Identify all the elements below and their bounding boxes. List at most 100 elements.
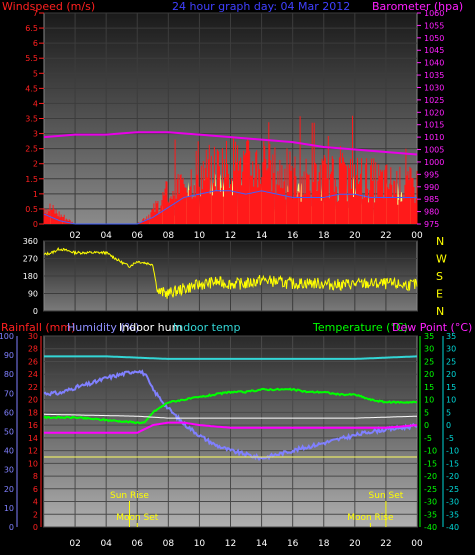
temperature-tick-label: -30 xyxy=(424,498,437,507)
wind-series xyxy=(43,115,418,225)
temperature-axes: 0102030405060708090100024681012141618202… xyxy=(0,332,459,532)
dewpoint-axis-title: Dew Point (°C) xyxy=(392,321,472,334)
direction-letter: N xyxy=(436,235,444,248)
wind-x-tick-label: 18 xyxy=(318,231,330,241)
barometer-tick-label: 1050 xyxy=(424,34,444,43)
dewpoint-tick-label: -20 xyxy=(446,472,459,481)
rainfall-tick-label: 26 xyxy=(28,357,38,366)
temperature-tick-label: 10 xyxy=(424,396,434,405)
direction-letter: W xyxy=(436,253,447,266)
chart-title: 24 hour graph day: 04 Mar 2012 xyxy=(172,0,350,13)
wind-average-series xyxy=(43,190,417,225)
barometer-tick-label: 1010 xyxy=(424,133,444,142)
windspeed-tick-label: 4 xyxy=(33,99,38,108)
dewpoint-tick-label: 30 xyxy=(446,345,456,354)
barometer-tick-label: 1060 xyxy=(424,9,444,18)
windspeed-tick-label: 0.5 xyxy=(25,205,38,214)
humidity-tick-label: 70 xyxy=(4,389,14,398)
temperature-x-tick-label: 00 xyxy=(411,539,423,549)
sun-set-label: Sun Set xyxy=(369,491,404,501)
rainfall-axis-title: Rainfall (mm) xyxy=(1,321,75,334)
windspeed-tick-label: 5 xyxy=(33,69,38,78)
direction-tick-label: 180 xyxy=(23,272,38,281)
rainfall-tick-label: 18 xyxy=(28,408,38,417)
barometer-tick-label: 1055 xyxy=(424,21,444,30)
rainfall-tick-label: 28 xyxy=(28,345,38,354)
wind-x-tick-label: 16 xyxy=(287,231,299,241)
dewpoint-tick-label: -5 xyxy=(446,434,454,443)
windspeed-tick-label: 2.5 xyxy=(25,145,38,154)
temperature-tick-label: -40 xyxy=(424,523,437,532)
direction-tick-label: 90 xyxy=(28,290,38,299)
humidity-tick-label: 90 xyxy=(4,351,14,360)
indoor-humidity-title: Indoor hum xyxy=(119,321,182,334)
barometer-series xyxy=(43,131,418,156)
wind-x-tick-label: 20 xyxy=(349,231,361,241)
barometer-axis-title: Barometer (hpa) xyxy=(372,0,463,13)
barometer-tick-label: 980 xyxy=(424,208,439,217)
barometer-tick-label: 975 xyxy=(424,220,439,229)
series-dew-point xyxy=(44,421,418,434)
rainfall-tick-label: 6 xyxy=(33,485,38,494)
direction-tick-label: 270 xyxy=(23,255,38,264)
barometer-tick-label: 1020 xyxy=(424,108,444,117)
barometer-tick-label: 1005 xyxy=(424,146,444,155)
rainfall-tick-label: 24 xyxy=(28,370,38,379)
temperature-tick-label: -25 xyxy=(424,485,437,494)
series-humidity xyxy=(43,369,418,462)
windspeed-tick-label: 3.5 xyxy=(25,115,38,124)
windspeed-tick-label: 3 xyxy=(33,130,38,139)
astro-annotations: Sun Rise Moon Set Moon Rise Sun Set xyxy=(110,491,404,527)
temperature-tick-label: -15 xyxy=(424,459,437,468)
moon-rise-label: Moon Rise xyxy=(347,513,394,523)
dewpoint-tick-label: -25 xyxy=(446,485,459,494)
wind-direction-series xyxy=(43,247,418,299)
humidity-tick-label: 80 xyxy=(4,370,14,379)
humidity-tick-label: 50 xyxy=(4,428,14,437)
wind-x-tick-label: 08 xyxy=(163,231,175,241)
wind-x-tick-label: 06 xyxy=(132,231,144,241)
temperature-x-tick-label: 06 xyxy=(132,539,144,549)
sun-rise-label: Sun Rise xyxy=(110,491,149,501)
temperature-axis-title: Temperature (°C) xyxy=(312,321,408,334)
dewpoint-tick-label: -35 xyxy=(446,510,459,519)
windspeed-tick-label: 1.5 xyxy=(25,175,38,184)
rainfall-tick-label: 22 xyxy=(28,383,38,392)
temperature-tick-label: 15 xyxy=(424,383,434,392)
temperature-x-tick-label: 18 xyxy=(318,539,330,549)
direction-axis: 0 90 180 270 360 xyxy=(23,237,38,316)
windspeed-tick-label: 2 xyxy=(33,160,38,169)
temperature-series xyxy=(43,355,418,462)
wind-x-tick-label: 04 xyxy=(100,231,112,241)
temperature-tick-label: 35 xyxy=(424,332,434,341)
rainfall-tick-label: 12 xyxy=(28,447,38,456)
temperature-tick-label: -10 xyxy=(424,447,437,456)
temperature-x-tick-label: 14 xyxy=(256,539,268,549)
windspeed-tick-label: 7 xyxy=(33,9,38,18)
temperature-x-tick-label: 10 xyxy=(194,539,206,549)
dewpoint-tick-label: -30 xyxy=(446,498,459,507)
temperature-tick-label: -5 xyxy=(424,434,432,443)
rainfall-tick-label: 8 xyxy=(33,472,38,481)
dewpoint-tick-label: -40 xyxy=(446,523,459,532)
temperature-x-tick-label: 12 xyxy=(225,539,236,549)
windspeed-series xyxy=(43,115,418,224)
barometer-tick-label: 1030 xyxy=(424,83,444,92)
barometer-tick-label: 985 xyxy=(424,195,439,204)
windspeed-tick-label: 6 xyxy=(33,39,38,48)
wind-x-tick-label: 14 xyxy=(256,231,268,241)
rainfall-tick-label: 16 xyxy=(28,421,38,430)
indoor-temp-title: Indoor temp xyxy=(173,321,240,334)
dewpoint-tick-label: 5 xyxy=(446,408,451,417)
temperature-tick-label: -35 xyxy=(424,510,437,519)
direction-tick-label: 360 xyxy=(23,237,38,246)
windspeed-axis: 0 0.5 1 1.5 2 2.5 3 3.5 4 4.5 5 5.5 6 6.5 7 xyxy=(25,9,44,229)
dewpoint-tick-label: 15 xyxy=(446,383,456,392)
temperature-x-tick-label: 02 xyxy=(69,539,80,549)
humidity-tick-label: 30 xyxy=(4,466,14,475)
direction-letter: S xyxy=(436,270,443,283)
temperature-tick-label: 25 xyxy=(424,357,434,366)
dewpoint-tick-label: 25 xyxy=(446,357,456,366)
